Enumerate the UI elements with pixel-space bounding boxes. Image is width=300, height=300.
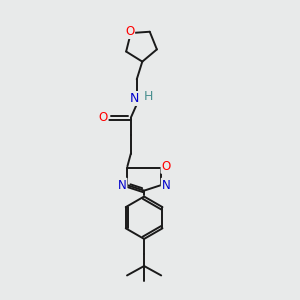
Text: O: O bbox=[98, 111, 107, 124]
Text: H: H bbox=[143, 91, 153, 103]
Text: O: O bbox=[125, 25, 134, 38]
Text: O: O bbox=[161, 160, 171, 173]
Text: N: N bbox=[118, 179, 127, 192]
Text: N: N bbox=[130, 92, 139, 105]
Text: N: N bbox=[162, 179, 170, 192]
